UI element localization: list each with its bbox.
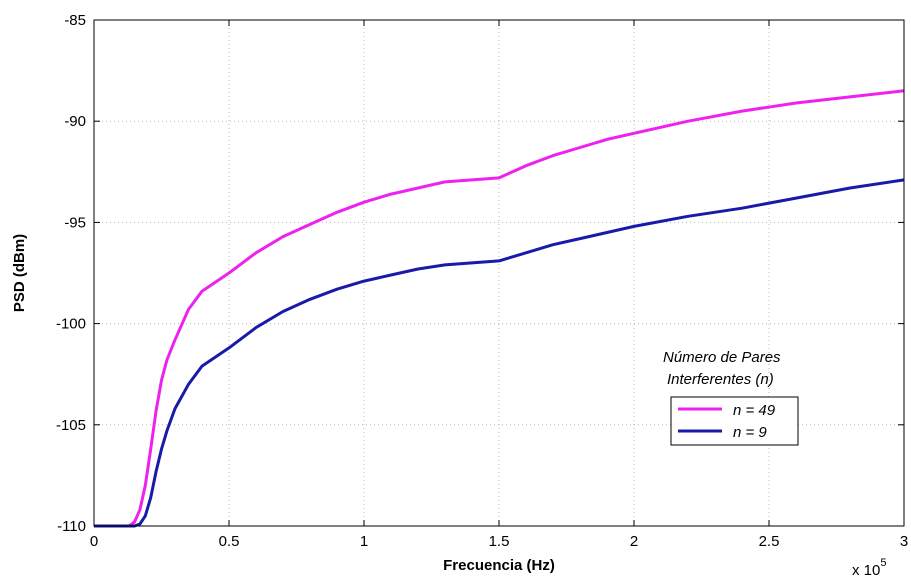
legend-title-line1: Número de Pares xyxy=(663,349,781,366)
tick-marks xyxy=(93,19,905,527)
legend-label-n49: n = 49 xyxy=(733,402,776,419)
grid-lines xyxy=(94,20,904,526)
series-lines xyxy=(94,89,905,528)
y-tick-label: -110 xyxy=(57,518,86,535)
legend: n = 49 n = 9 xyxy=(670,396,799,446)
x-tick-label: 3 xyxy=(900,533,908,550)
x-multiplier-exponent: 5 xyxy=(880,557,886,569)
y-tick-label: -105 xyxy=(56,417,86,434)
y-tick-labels: -110 -105 -100 -95 -90 -85 xyxy=(56,12,86,535)
legend-label-n9: n = 9 xyxy=(733,424,767,441)
x-multiplier-base: x 10 xyxy=(852,562,880,579)
legend-title-line2: Interferentes (n) xyxy=(667,371,774,388)
y-axis-label: PSD (dBm) xyxy=(11,234,28,312)
x-tick-label: 0.5 xyxy=(219,533,240,550)
y-tick-label: -90 xyxy=(64,113,86,130)
x-tick-label: 1.5 xyxy=(489,533,510,550)
x-tick-label: 0 xyxy=(90,533,98,550)
x-multiplier-label: x 105 xyxy=(852,557,886,579)
x-axis-label: Frecuencia (Hz) xyxy=(443,557,555,574)
x-tick-label: 1 xyxy=(360,533,368,550)
series-line-1 xyxy=(94,178,905,528)
x-tick-labels: 0 0.5 1 1.5 2 2.5 3 xyxy=(90,533,908,550)
y-tick-label: -100 xyxy=(56,316,86,333)
legend-box xyxy=(670,396,799,446)
y-tick-label: -95 xyxy=(64,214,86,231)
series-line-0 xyxy=(94,89,905,528)
x-tick-label: 2 xyxy=(630,533,638,550)
x-tick-label: 2.5 xyxy=(759,533,780,550)
y-tick-label: -85 xyxy=(64,12,86,29)
